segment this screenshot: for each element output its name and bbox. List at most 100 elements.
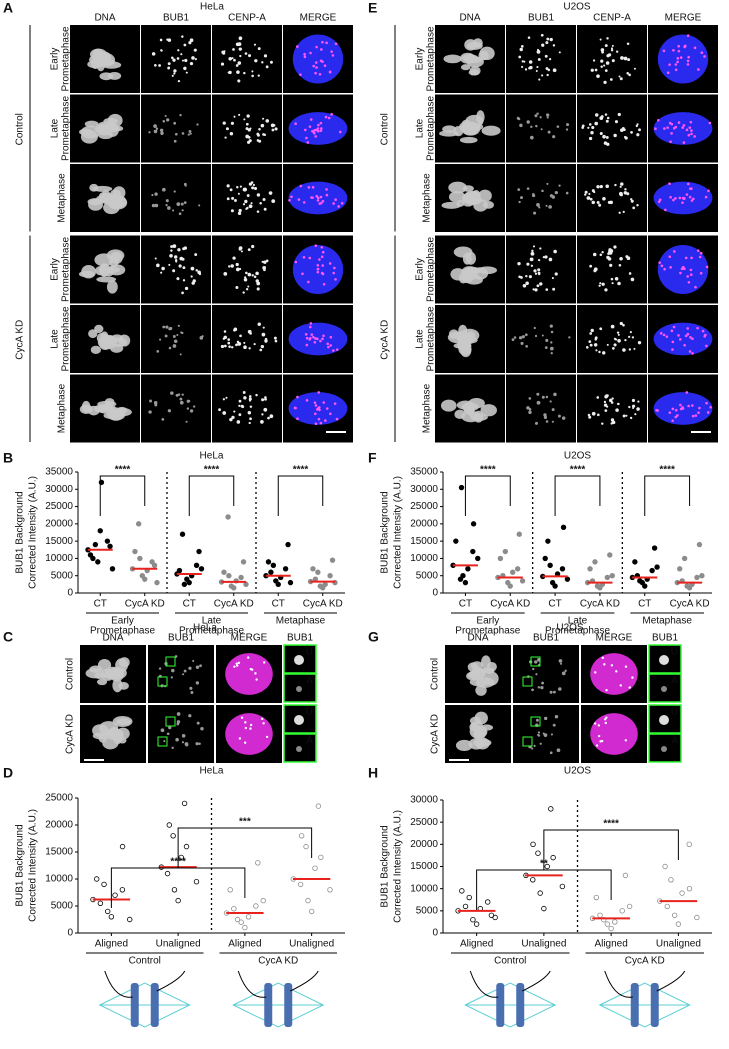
data-point xyxy=(462,903,469,910)
spot xyxy=(636,123,639,126)
spot xyxy=(273,124,276,127)
spot xyxy=(181,59,185,62)
merge-dot xyxy=(311,196,314,199)
merge-dot xyxy=(254,672,257,675)
data-point xyxy=(265,559,272,565)
spot xyxy=(251,244,255,249)
merge-dot xyxy=(246,656,250,659)
data-point xyxy=(135,521,142,527)
spot xyxy=(520,341,524,345)
spot xyxy=(520,196,523,200)
merge-dot xyxy=(671,340,675,344)
spot xyxy=(549,38,552,41)
spot xyxy=(188,714,192,718)
data-point xyxy=(560,524,567,531)
data-point xyxy=(510,569,516,575)
significance-label: **** xyxy=(204,465,220,476)
chromosome xyxy=(90,345,102,354)
micrograph xyxy=(212,374,282,443)
merge-dot xyxy=(329,335,333,339)
merge-dot xyxy=(659,331,663,335)
spot xyxy=(153,124,157,128)
spot xyxy=(258,128,261,131)
data-point xyxy=(559,566,566,572)
merge-dot xyxy=(297,198,301,201)
spot xyxy=(225,396,228,399)
spot xyxy=(543,733,548,737)
merge-dot xyxy=(337,205,340,208)
spot xyxy=(599,282,602,285)
chromosome xyxy=(116,718,131,726)
spot xyxy=(227,341,231,345)
merge-dot xyxy=(317,406,321,409)
significance-label: **** xyxy=(480,465,496,476)
merge-dot xyxy=(691,414,695,418)
merge-dot xyxy=(262,722,265,725)
spot xyxy=(617,281,621,286)
micrograph-bg xyxy=(577,235,647,304)
merge-dot xyxy=(690,187,693,190)
spot xyxy=(167,206,171,210)
spot xyxy=(228,57,233,61)
spot xyxy=(247,285,250,288)
spot xyxy=(543,716,548,721)
merge-dot xyxy=(600,739,604,743)
spot xyxy=(634,413,637,416)
roi-box xyxy=(530,716,541,727)
spot xyxy=(526,187,530,190)
merge-dot xyxy=(698,255,702,259)
micrograph-bg xyxy=(577,305,647,373)
y-tick-label: 20000 xyxy=(45,820,73,831)
y-tick-label: 20000 xyxy=(45,518,73,529)
spot xyxy=(544,255,548,259)
spot xyxy=(268,191,273,195)
spot xyxy=(223,50,226,53)
spot xyxy=(183,201,187,205)
spot xyxy=(235,64,239,67)
merge-dot xyxy=(315,128,318,132)
spot xyxy=(231,57,234,60)
merge-dot xyxy=(663,127,666,130)
merge-dot xyxy=(320,255,324,259)
spot xyxy=(561,671,566,676)
merge-dot xyxy=(594,671,597,674)
spot xyxy=(256,281,261,286)
chromosome xyxy=(443,54,462,64)
merge-dot xyxy=(610,664,614,667)
spot xyxy=(237,61,242,65)
spot xyxy=(534,114,538,118)
merge-dot xyxy=(322,282,326,286)
merge-dot xyxy=(689,120,693,124)
spot xyxy=(237,79,241,83)
merge-dot xyxy=(668,255,672,259)
merge-dot xyxy=(305,136,308,140)
merge-dot xyxy=(669,266,672,269)
spot xyxy=(605,61,610,65)
spot xyxy=(236,70,240,74)
y-tick-label: 25000 xyxy=(410,501,438,512)
x-tick-label: CT xyxy=(459,599,472,610)
spot xyxy=(604,395,608,399)
merge-dot xyxy=(313,401,317,404)
merge-dot xyxy=(329,344,333,347)
merge-dot xyxy=(668,411,672,414)
chromosome xyxy=(460,52,476,64)
spot xyxy=(637,340,642,345)
group-label: Prometaphase xyxy=(90,626,155,637)
spot xyxy=(173,255,178,259)
merge-dot xyxy=(671,348,674,351)
spot xyxy=(614,338,618,341)
spot xyxy=(171,746,174,750)
merge-dot xyxy=(595,744,599,747)
row-label: CycA KD xyxy=(430,714,441,754)
spot xyxy=(264,397,267,401)
spot xyxy=(534,421,538,425)
data-point xyxy=(170,833,176,839)
merge-dot xyxy=(308,125,312,128)
data-point xyxy=(671,912,678,918)
spot xyxy=(624,338,627,342)
spot xyxy=(167,62,171,66)
data-point xyxy=(699,573,705,579)
data-point xyxy=(183,843,190,850)
significance-bracket xyxy=(177,827,313,868)
